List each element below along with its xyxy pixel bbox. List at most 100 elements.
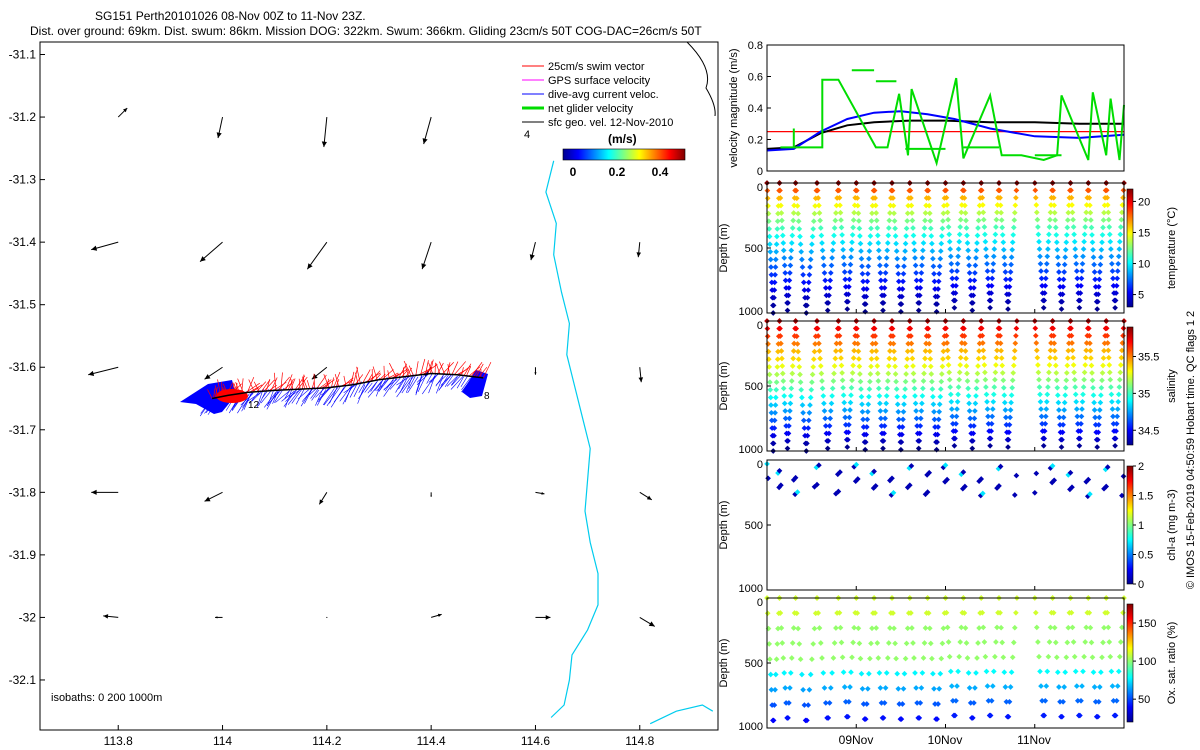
section-point [924, 489, 931, 495]
section-point [864, 408, 871, 415]
section-point [933, 446, 940, 453]
section-point [993, 362, 999, 368]
section-point [1117, 224, 1124, 230]
section-point [983, 668, 990, 675]
geo-vector [199, 241, 223, 263]
section-point [1044, 253, 1051, 260]
section-point [903, 640, 910, 647]
section-point [889, 475, 895, 482]
section-point [859, 408, 866, 415]
section-point [858, 386, 864, 392]
section-point [931, 416, 938, 423]
map-ytick-label: -31.2 [9, 110, 37, 124]
section-point [948, 406, 955, 412]
section-point [902, 386, 908, 392]
section-point [1079, 406, 1085, 412]
section-point [980, 216, 987, 223]
section-point [993, 216, 1000, 223]
section-ytick-label: 1000 [739, 306, 763, 318]
section-point [839, 232, 845, 238]
section-point [963, 640, 970, 646]
section-point [1053, 239, 1060, 246]
section-point [837, 347, 844, 354]
section-point [1050, 325, 1056, 332]
section-point [919, 670, 926, 676]
section-salinity-ylabel: Depth (m) [718, 362, 730, 411]
section-point [853, 187, 860, 194]
section-point [832, 217, 839, 224]
section-point [827, 277, 834, 284]
section-point [895, 408, 902, 415]
section-point [825, 715, 832, 721]
geo-vector [117, 107, 128, 118]
section-point [856, 225, 863, 232]
section-point [790, 210, 797, 216]
section-point [844, 306, 851, 312]
section-point [923, 340, 929, 347]
section-point [896, 424, 903, 430]
section-point [815, 195, 822, 201]
section-point [771, 702, 778, 708]
section-point [967, 700, 974, 706]
section-point [1113, 290, 1119, 296]
section-point [1039, 420, 1045, 427]
section-point [1070, 362, 1077, 368]
section-point [830, 655, 837, 661]
section-point [780, 385, 787, 392]
section-point [907, 187, 914, 194]
section-point [781, 400, 788, 407]
section-point [848, 254, 854, 261]
section-point [787, 670, 794, 676]
section-point [829, 247, 836, 254]
section-point [838, 224, 845, 231]
section-point [1049, 463, 1056, 469]
section-point [789, 363, 796, 369]
section-point [1094, 306, 1101, 312]
section-point [767, 671, 774, 678]
section-point [994, 347, 1000, 354]
section-point [773, 379, 780, 386]
section-point [903, 225, 910, 232]
section-point [900, 416, 906, 423]
section-point [992, 238, 998, 245]
section-point [842, 283, 849, 290]
section-point [1032, 609, 1039, 616]
section-point [1070, 216, 1076, 223]
section-point [947, 246, 954, 252]
section-point [866, 255, 872, 262]
section-point [887, 348, 893, 354]
section-point [947, 384, 954, 390]
section-point [780, 378, 787, 384]
section-chl-a-ylabel: Depth (m) [718, 501, 730, 550]
section-point [1038, 683, 1044, 689]
section-point [1094, 298, 1101, 305]
section-point [908, 333, 914, 339]
section-point [920, 247, 926, 254]
section-point [773, 656, 780, 663]
section-point [1047, 347, 1054, 354]
map-colorbar-bar [562, 148, 686, 161]
section-point [1036, 246, 1043, 252]
section-point [809, 656, 815, 663]
section-point [913, 415, 920, 422]
section-point [1035, 369, 1042, 376]
section-point [788, 240, 795, 246]
section-point [767, 656, 773, 663]
velocity-ylabel: velocity magnitude (m/s) [728, 48, 740, 167]
section-point [892, 363, 898, 370]
section-point [993, 639, 999, 645]
section-point [1003, 283, 1010, 290]
section-point [828, 262, 835, 269]
section-point [984, 683, 991, 689]
colorbar-tick-label: 35 [1138, 388, 1150, 400]
section-point [878, 285, 885, 291]
section-point [1000, 377, 1007, 384]
section-point [948, 398, 955, 405]
section-point [1010, 639, 1017, 646]
section-point [1001, 254, 1008, 261]
section-point [1048, 340, 1054, 346]
section-point [900, 685, 907, 692]
section-point [990, 391, 997, 398]
section-point [958, 624, 965, 631]
